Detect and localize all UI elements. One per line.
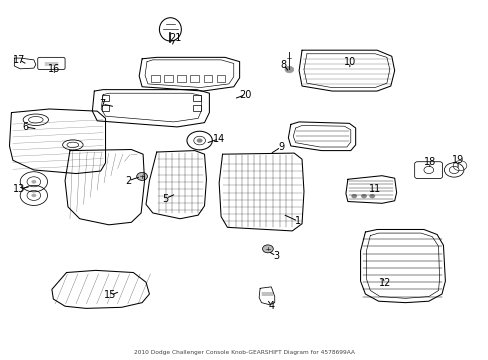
Circle shape [360,194,366,198]
Circle shape [285,66,293,73]
Text: 18: 18 [423,157,435,167]
Text: 4: 4 [268,301,274,311]
Circle shape [31,194,36,197]
Circle shape [137,172,147,180]
Text: 5: 5 [162,194,168,204]
Text: 7: 7 [99,99,105,109]
Text: 12: 12 [378,278,390,288]
Text: 21: 21 [169,33,181,43]
Bar [163,75,172,82]
Text: 2: 2 [125,176,131,186]
Bar [203,75,212,82]
Bar [177,75,185,82]
Bar [192,105,200,111]
Text: 10: 10 [343,57,355,67]
Text: 13: 13 [13,184,25,194]
Text: 15: 15 [104,291,116,301]
Text: 16: 16 [48,64,61,74]
Bar [192,95,200,101]
Text: 20: 20 [239,90,251,100]
Circle shape [31,180,36,184]
Text: 11: 11 [368,184,381,194]
Text: 8: 8 [280,59,286,69]
Text: 17: 17 [13,55,25,65]
Bar [190,75,199,82]
Circle shape [350,194,356,198]
Text: 14: 14 [213,134,225,144]
Text: 6: 6 [22,122,28,132]
Text: 1: 1 [294,216,301,226]
Bar [216,75,225,82]
Bar [102,95,109,101]
Text: 19: 19 [451,155,463,165]
Text: 3: 3 [273,251,279,261]
Bar [102,105,109,111]
Text: 2010 Dodge Challenger Console Knob-GEARSHIFT Diagram for 4578699AA: 2010 Dodge Challenger Console Knob-GEARS… [134,350,354,355]
Text: 9: 9 [278,142,284,152]
Bar [151,75,159,82]
Circle shape [196,138,202,143]
Circle shape [262,245,273,253]
Circle shape [368,194,374,198]
